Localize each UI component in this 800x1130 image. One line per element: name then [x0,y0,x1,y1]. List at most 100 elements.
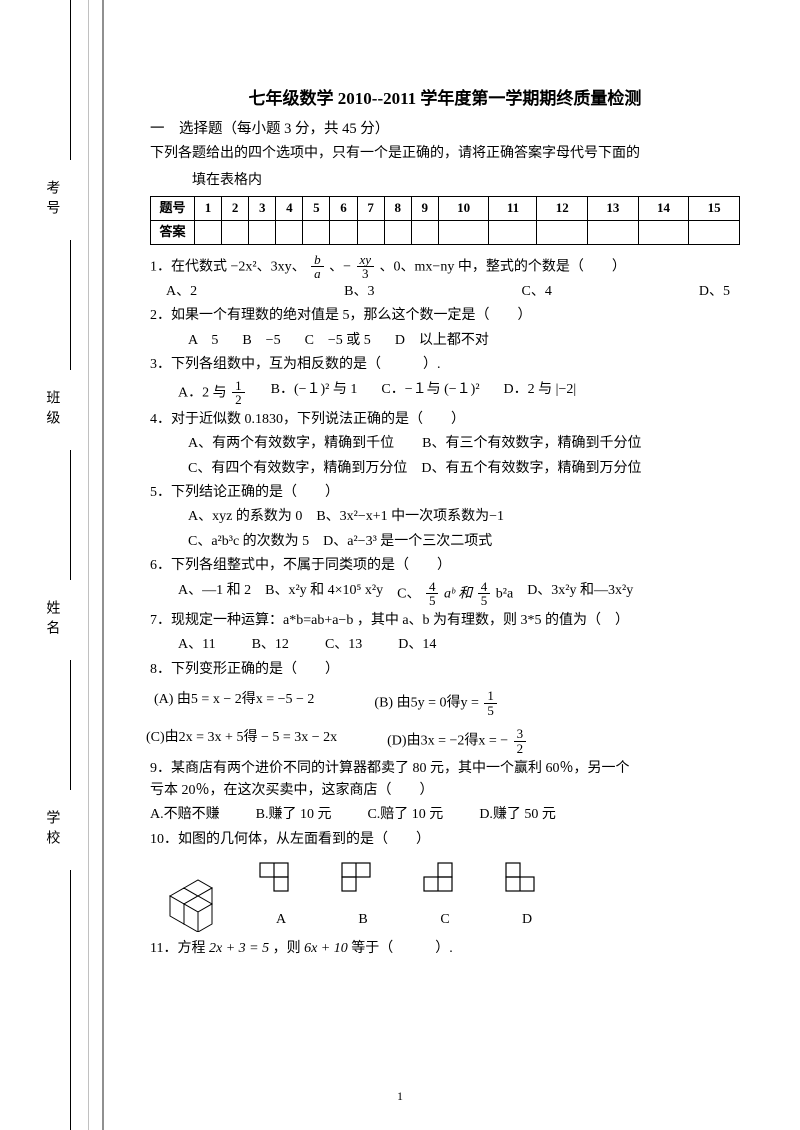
table-cell: 3 [249,197,276,221]
option-d: (D)由3x = −2得x = − 3 2 [387,727,528,755]
page-shadow [102,0,104,1130]
shape-d-icon [504,861,550,907]
option-d: D、5 [699,281,730,303]
binding-margin: 考号 班级 姓名 学校 [0,0,90,1130]
option-a: A 5 [188,330,218,352]
numerator: 3 [514,727,527,742]
expression: 6x + 10 [304,941,348,956]
fraction: 1 2 [232,379,245,407]
question-text: 10．如图的几何体，从左面看到的是（ ） [150,829,740,851]
option-b: B．(−１)² 与 1 [271,379,358,407]
fraction: b a [311,253,324,281]
option-c: C −5 或 5 [305,330,371,352]
option-d: D．2 与 |−2| [504,379,577,407]
question-text: ，则 [273,941,305,956]
option-label: C [440,909,449,931]
option-b: (B) 由5y = 0得y = 1 5 [374,689,498,717]
option-figure: A [258,861,304,931]
numerator: 1 [232,379,245,394]
option-d: D.赚了 50 元 [479,804,556,826]
table-cell: 5 [303,197,330,221]
denominator: 2 [514,742,527,756]
option-text: A．2 与 [178,385,227,400]
option-a: A、2 [166,281,197,303]
document-body: 七年级数学 2010--2011 学年度第一学期期终质量检测 一 选择题（每小题… [150,85,740,962]
option-d: D 以上都不对 [395,330,489,352]
options-row: A.不赔不赚 B.赚了 10 元 C.赔了 10 元 D.赚了 50 元 [150,804,740,826]
page-shadow [88,0,89,1130]
question-text: 3．下列各组数中，互为相反数的是（ ）. [150,354,740,376]
numerator: 1 [484,689,497,704]
binding-line [70,450,71,580]
options-row: A、—1 和 2 B、x²y 和 4×10⁵ x²y C、 4 5 aᵇ 和 4… [178,580,740,608]
denominator: 3 [359,267,372,281]
table-cell: 11 [489,197,537,221]
option-d: D、3x²y 和—3x²y [527,580,633,608]
fraction: 4 5 [478,580,491,608]
question-text: 1．在代数式 −2x²、3xy、 [150,259,306,274]
table-cell [588,220,639,244]
table-row: 答案 [151,220,740,244]
table-cell [249,220,276,244]
cube-icon [160,878,222,932]
question-6: 6．下列各组整式中，不属于同类项的是（ ） A、—1 和 2 B、x²y 和 4… [150,555,740,608]
options-row: A、11 B、12 C、13 D、14 [178,634,740,656]
solid-figure [160,878,222,932]
question-text: 8．下列变形正确的是（ ） [150,659,740,681]
question-11: 11．方程 2x + 3 = 5 ，则 6x + 10 等于（ ）. [150,938,740,960]
option-label: B [358,909,367,931]
table-cell: 7 [357,197,384,221]
table-cell [689,220,740,244]
option-text: (D)由3x = −2得x = − [387,734,508,749]
fraction: 1 5 [484,689,497,717]
question-4: 4．对于近似数 0.1830，下列说法正确的是（ ） A、有两个有效数字，精确到… [150,409,740,480]
question-text: 6．下列各组整式中，不属于同类项的是（ ） [150,555,740,577]
question-5: 5．下列结论正确的是（ ） A、xyz 的系数为 0 B、3x²−x+1 中一次… [150,482,740,553]
table-cell [384,220,411,244]
table-cell: 13 [588,197,639,221]
option-d: D、14 [398,634,436,656]
binding-label-class: 班级 [40,390,62,430]
binding-line [70,660,71,790]
table-cell: 9 [411,197,438,221]
binding-line [70,240,71,370]
option-text: b²a [496,586,513,601]
binding-line [70,0,71,160]
question-2: 2．如果一个有理数的绝对值是 5，那么这个数一定是（ ） A 5 B −5 C … [150,305,740,352]
question-text: 、− [329,259,351,274]
options-line: C、有四个有效数字，精确到万分位 D、有五个有效数字，精确到万分位 [188,458,740,480]
option-b: B −5 [242,330,280,352]
table-cell [222,220,249,244]
option-label: A [276,909,286,931]
options-row: A 5 B −5 C −5 或 5 D 以上都不对 [188,330,740,352]
option-figure: B [340,861,386,931]
options-line: A、有两个有效数字，精确到千位 B、有三个有效数字，精确到千分位 [188,433,740,455]
table-cell: 1 [195,197,222,221]
fraction: xy 3 [357,253,375,281]
option-text: (B) 由5y = 0得y = [374,695,478,710]
question-text: 等于（ ）. [351,941,453,956]
options-row: (A) 由5 = x − 2得x = −5 − 2 (B) 由5y = 0得y … [154,689,740,717]
table-cell [537,220,588,244]
fraction: 4 5 [426,580,439,608]
question-text: 9．某商店有两个进价不同的计算器都卖了 80 元，其中一个赢利 60％，另一个 [150,758,740,780]
numerator: b [311,253,324,268]
option-c: C、 4 5 aᵇ 和 4 5 b²a [397,580,513,608]
option-c: C、4 [522,281,552,303]
options-row: A、2 B、3 C、4 D、5 [166,281,730,303]
option-label: D [522,909,532,931]
fraction: 3 2 [514,727,527,755]
option-b: B.赚了 10 元 [256,804,332,826]
option-a: A、—1 和 2 [178,580,251,608]
option-a: A.不赔不赚 [150,804,220,826]
option-c: C．−１与 (−１)² [381,379,479,407]
binding-label-name: 姓名 [40,600,62,640]
shape-a-icon [258,861,304,907]
option-c: (C)由2x = 3x + 5得 − 5 = 3x − 2x [146,727,337,755]
denominator: 5 [484,704,497,718]
table-cell [438,220,489,244]
options-line: A、xyz 的系数为 0 B、3x²−x+1 中一次项系数为−1 [188,506,740,528]
denominator: 5 [478,594,491,608]
table-header: 题号 [151,197,195,221]
option-c: C、13 [325,634,362,656]
